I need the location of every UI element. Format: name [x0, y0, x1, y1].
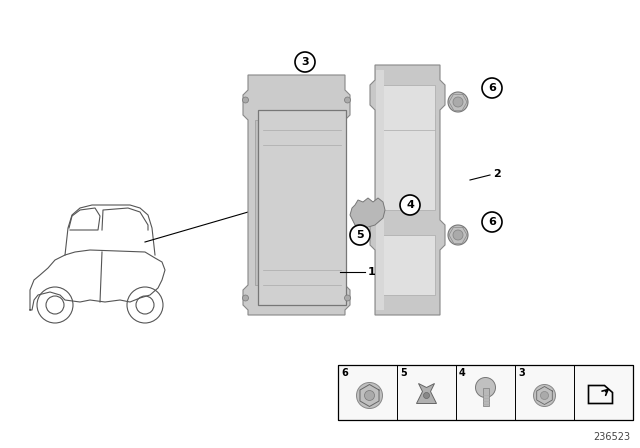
Circle shape	[482, 212, 502, 232]
Text: 1: 1	[368, 267, 376, 277]
Text: 5: 5	[356, 230, 364, 240]
Text: 3: 3	[518, 368, 525, 378]
Polygon shape	[370, 65, 445, 315]
FancyBboxPatch shape	[380, 115, 435, 210]
Text: 3: 3	[301, 57, 309, 67]
Circle shape	[482, 78, 502, 98]
Circle shape	[448, 225, 468, 245]
FancyBboxPatch shape	[258, 110, 346, 305]
Circle shape	[541, 392, 548, 400]
Circle shape	[243, 295, 248, 301]
Circle shape	[344, 97, 351, 103]
Text: 5: 5	[400, 368, 407, 378]
Circle shape	[365, 391, 374, 401]
Circle shape	[453, 97, 463, 107]
Circle shape	[344, 295, 351, 301]
Text: 6: 6	[341, 368, 348, 378]
Circle shape	[453, 230, 463, 240]
Circle shape	[243, 97, 248, 103]
Circle shape	[476, 378, 495, 397]
Circle shape	[356, 383, 383, 409]
Circle shape	[400, 195, 420, 215]
FancyBboxPatch shape	[380, 235, 435, 295]
Bar	[483, 388, 488, 405]
Text: 6: 6	[488, 217, 496, 227]
Polygon shape	[350, 198, 385, 228]
Text: 4: 4	[459, 368, 466, 378]
Text: 4: 4	[406, 200, 414, 210]
Polygon shape	[243, 75, 350, 315]
Polygon shape	[417, 383, 436, 404]
FancyBboxPatch shape	[376, 70, 384, 310]
Text: 2: 2	[493, 169, 500, 179]
Circle shape	[295, 52, 315, 72]
FancyBboxPatch shape	[338, 365, 633, 420]
FancyBboxPatch shape	[380, 85, 435, 130]
Circle shape	[424, 392, 429, 399]
Circle shape	[448, 92, 468, 112]
Circle shape	[350, 225, 370, 245]
Circle shape	[534, 384, 556, 406]
Polygon shape	[255, 120, 338, 285]
Text: 236523: 236523	[593, 432, 630, 442]
Text: 6: 6	[488, 83, 496, 93]
